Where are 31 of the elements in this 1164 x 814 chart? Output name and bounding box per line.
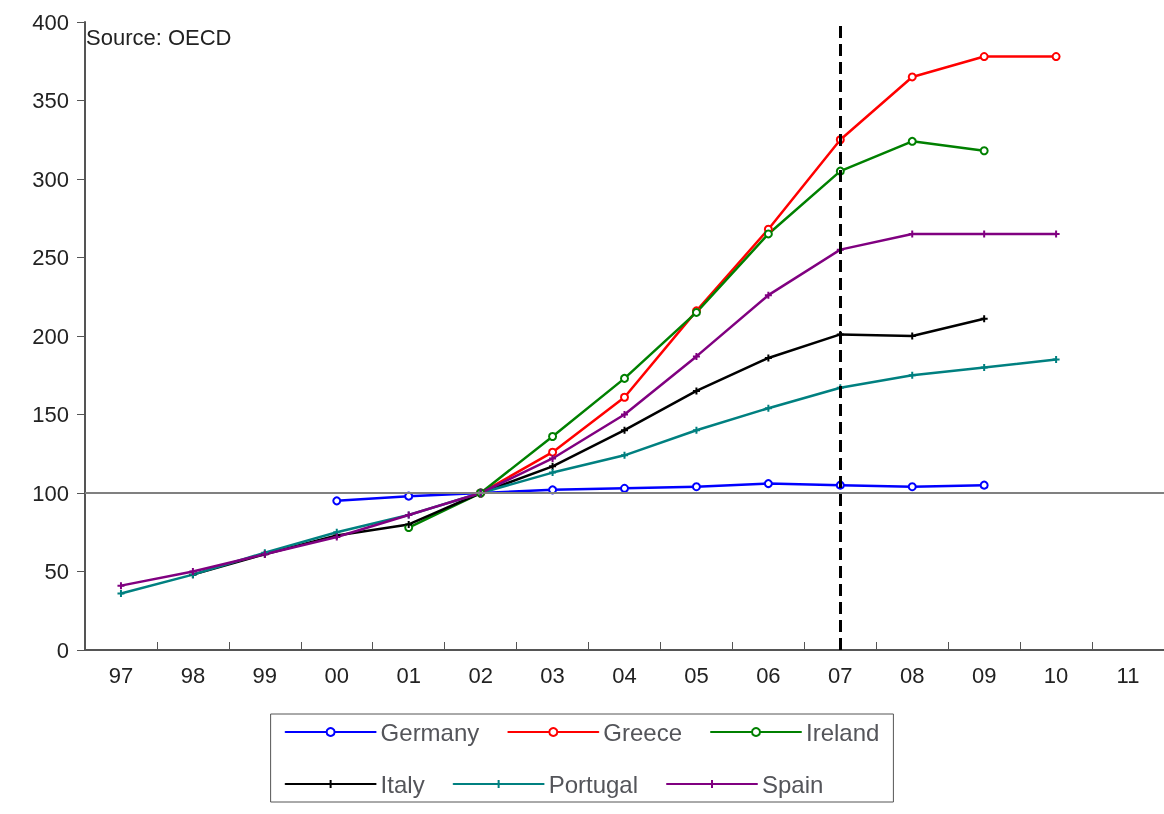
legend-label: Ireland bbox=[806, 718, 880, 746]
legend-label: Greece bbox=[603, 718, 683, 746]
x-tick-label: 11 bbox=[1116, 662, 1140, 688]
legend-label: Germany bbox=[380, 718, 480, 746]
y-tick-label: 50 bbox=[44, 559, 69, 584]
y-tick-label: 100 bbox=[32, 480, 69, 506]
x-tick-label: 09 bbox=[971, 662, 997, 688]
y-tick-label: 150 bbox=[32, 402, 69, 427]
y-tick-label: 200 bbox=[32, 323, 69, 349]
x-tick-label: 03 bbox=[540, 662, 565, 688]
legend-label: Italy bbox=[380, 770, 425, 798]
y-tick-label: 0 bbox=[56, 637, 69, 663]
x-tick-label: 98 bbox=[180, 662, 206, 688]
x-tick-label: 05 bbox=[684, 662, 709, 688]
y-tick-label: 250 bbox=[32, 245, 69, 270]
legend-label: Spain bbox=[762, 770, 824, 798]
x-tick-label: 10 bbox=[1043, 662, 1069, 688]
x-tick-label: 99 bbox=[252, 662, 278, 688]
x-tick-label: 08 bbox=[899, 662, 925, 688]
x-tick-label: 97 bbox=[108, 662, 134, 688]
x-tick-label: 07 bbox=[828, 662, 853, 688]
y-tick-label: 300 bbox=[32, 166, 69, 192]
x-tick-label: 06 bbox=[756, 662, 781, 688]
x-tick-label: 02 bbox=[468, 662, 493, 688]
x-tick-label: 00 bbox=[324, 662, 350, 688]
x-tick-label: 01 bbox=[396, 662, 421, 688]
annotation: Source: OECD bbox=[86, 24, 232, 50]
legend-label: Portugal bbox=[548, 770, 639, 798]
y-tick-label: 400 bbox=[32, 9, 69, 35]
y-tick-label: 350 bbox=[32, 88, 69, 113]
x-tick-label: 04 bbox=[612, 662, 637, 688]
